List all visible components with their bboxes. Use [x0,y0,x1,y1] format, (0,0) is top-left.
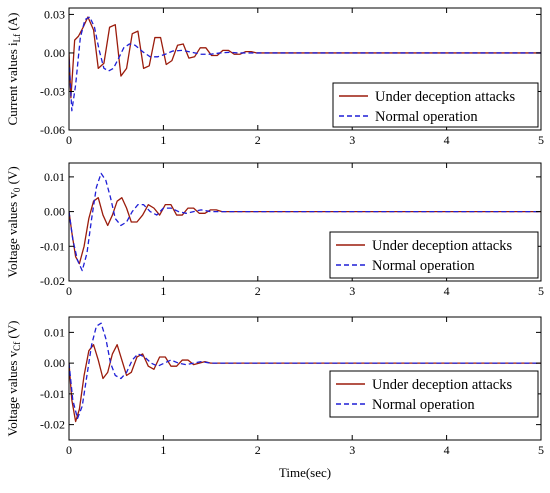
normal-operation-line [69,322,541,420]
y-tick-label: -0.01 [40,387,65,401]
y-axis-title: Current values iLf (A) [5,13,22,126]
legend: Under deception attacks Normal operation [329,370,539,418]
legend-entry-label: Normal operation [375,109,478,125]
y-tick-label: -0.03 [40,84,65,98]
y-tick-label: -0.06 [40,123,65,137]
legend-entry-label: Under deception attacks [372,238,512,254]
x-axis-title: Time(sec) [279,465,331,480]
x-tick-label: 3 [349,133,355,147]
y-tick-label: 0.03 [44,7,65,21]
series-group [69,322,541,423]
legend-entry-label: Normal operation [372,397,475,413]
y-axis-title: Voltage values v0 (V) [5,166,22,277]
y-tick-label: 0.01 [44,170,65,184]
y-tick-label: 0.00 [44,205,65,219]
legend-box [329,370,539,418]
normal-operation-line [69,172,541,272]
x-tick-label: 1 [160,284,166,298]
x-tick-label: 2 [255,133,261,147]
series-group [69,172,541,272]
x-tick-label: 4 [444,443,450,457]
legend-box [332,82,539,128]
chart-panel-2: 0 1 2 3 4 5 0.01 0.00 -0.01 -0.02 Voltage values v… [5,162,544,298]
x-tick-label: 3 [349,443,355,457]
plot-frame [68,162,542,282]
y-tick-label: -0.01 [40,239,65,253]
x-tick-label: 1 [160,133,166,147]
legend-entry-label: Under deception attacks [375,89,515,105]
x-tick-label: 4 [444,133,450,147]
x-tick-label: 4 [444,284,450,298]
legend-entry-label: Under deception attacks [372,377,512,393]
legend-box [329,231,539,279]
x-tick-label: 2 [255,443,261,457]
plot-frame [68,316,542,441]
chart-panel-1: 0 1 2 3 4 5 0.03 0.00 -0.03 -0.06 Current values i… [5,7,544,147]
normal-operation-line [69,16,541,112]
legend: Under deception attacks Normal operation [329,231,539,279]
x-tick-label: 0 [66,133,72,147]
legend: Under deception attacks Normal operation [332,82,539,128]
y-tick-label: 0.00 [44,46,65,60]
x-tick-label: 0 [66,443,72,457]
x-tick-label: 0 [66,284,72,298]
x-tick-label: 1 [160,443,166,457]
y-axis-title: Voltage values vCf (V) [5,321,22,437]
y-tick-label: 0.01 [44,325,65,339]
x-tick-label: 3 [349,284,355,298]
series-group [69,16,541,112]
y-tick-label: -0.02 [40,274,65,288]
chart-panel-3: 0 1 2 3 4 5 0.01 0.00 -0.01 -0.02 Voltage values v… [5,316,544,457]
legend-entry-label: Normal operation [372,258,475,274]
x-tick-label: 5 [538,443,544,457]
deception-attack-line [69,16,541,99]
y-tick-label: 0.00 [44,356,65,370]
x-tick-label: 5 [538,284,544,298]
x-tick-label: 5 [538,133,544,147]
x-tick-label: 2 [255,284,261,298]
plot-frame [68,7,542,131]
y-tick-label: -0.02 [40,418,65,432]
